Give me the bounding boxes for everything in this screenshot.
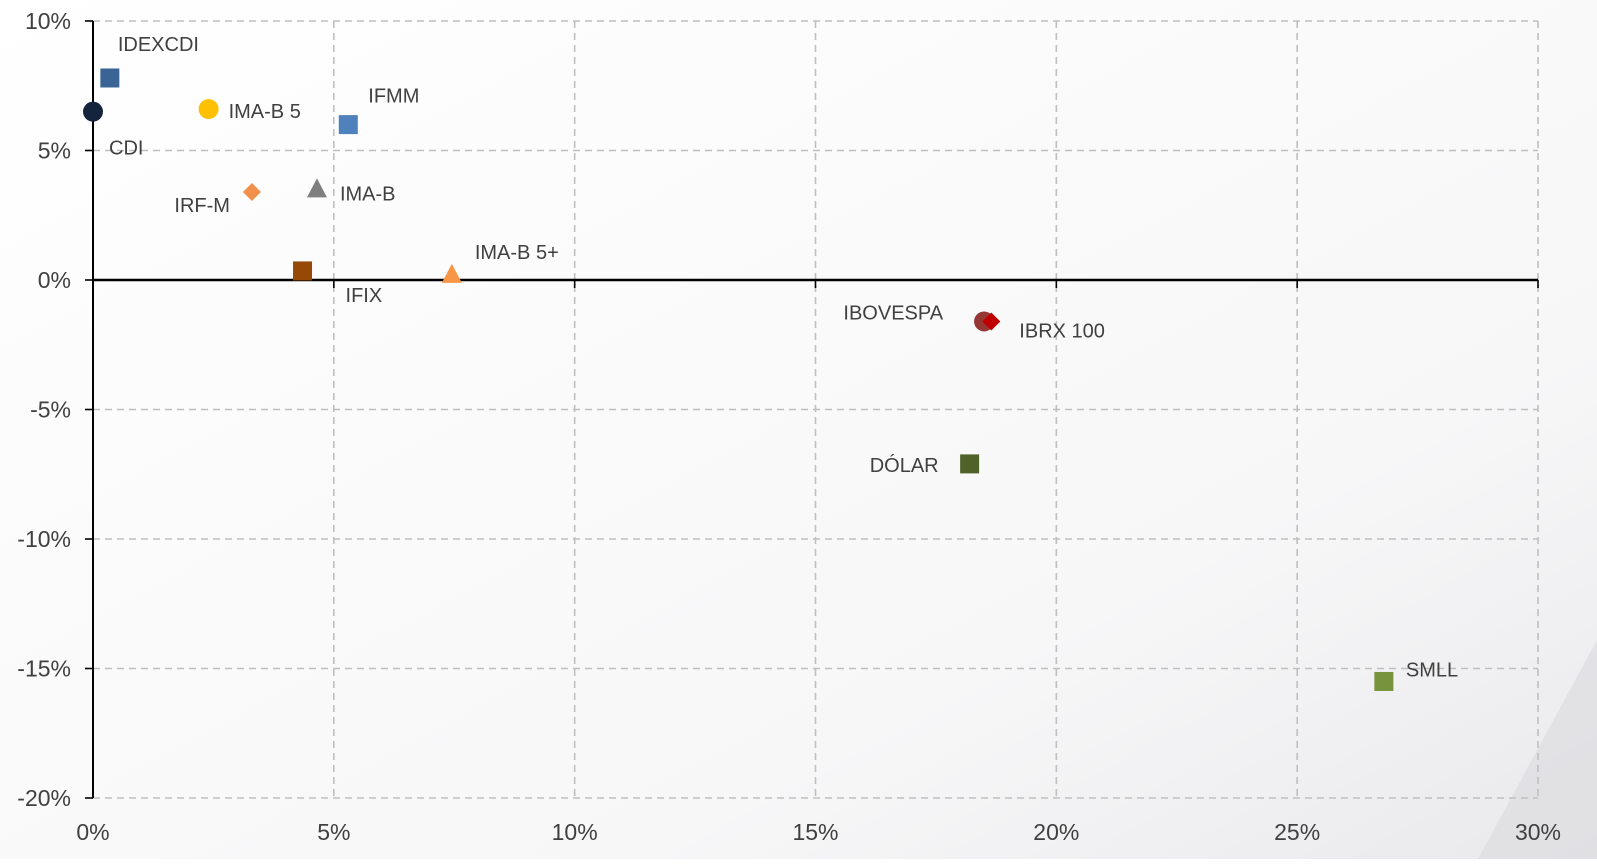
corner-decoration <box>1478 640 1597 859</box>
grid-layer <box>93 20 1539 799</box>
x-tick-label: 25% <box>1274 819 1320 845</box>
tick-label-layer: -20% -15% -10% -5% 0% 5% 10% 0% 5% 10% 15% 20% 25% 30… <box>17 8 1561 845</box>
point-ifix <box>293 261 313 281</box>
y-tick-label: -10% <box>17 526 71 552</box>
point-label: CDI <box>109 138 143 160</box>
x-tick-label: 30% <box>1515 819 1561 845</box>
point-ima-b <box>306 178 327 198</box>
point-irf-m <box>242 182 261 201</box>
x-tick-label: 0% <box>76 819 109 845</box>
point-smll <box>1374 671 1394 691</box>
x-tick-label: 15% <box>792 819 838 845</box>
x-tick-label: 20% <box>1033 819 1079 845</box>
point-label: IBRX 100 <box>1019 320 1105 342</box>
point-cdi <box>83 101 103 122</box>
point-ifmm <box>338 115 358 135</box>
point-label: IBOVESPA <box>843 302 943 324</box>
y-tick-label: -20% <box>17 785 71 811</box>
point-d-lar <box>960 454 980 474</box>
point-label: IMA-B 5+ <box>475 242 559 264</box>
point-ima-b-5 <box>198 99 219 120</box>
axis-layer <box>85 20 1539 799</box>
point-ima-b-5 <box>441 263 462 283</box>
point-label: SMLL <box>1406 659 1458 681</box>
point-layer <box>83 68 1394 691</box>
point-label-layer: IDEXCDI CDI IMA-B 5 IFMM IRF-M IMA-B IFIX IMA-B… <box>109 34 1458 681</box>
y-tick-label: -15% <box>17 656 71 682</box>
point-label: IDEXCDI <box>118 34 199 56</box>
point-label: IFIX <box>346 285 383 307</box>
point-label: IFMM <box>368 86 419 108</box>
x-tick-label: 5% <box>317 819 350 845</box>
point-label: IMA-B 5 <box>229 101 301 123</box>
y-tick-label: 5% <box>38 138 71 164</box>
point-label: DÓLAR <box>870 454 939 477</box>
y-tick-label: -5% <box>30 397 71 423</box>
point-label: IRF-M <box>174 195 230 217</box>
point-label: IMA-B <box>340 183 396 205</box>
point-ibrx-100 <box>982 312 1001 331</box>
point-idexcdi <box>100 68 120 88</box>
y-tick-label: 0% <box>38 267 71 293</box>
y-tick-label: 10% <box>25 8 71 34</box>
x-tick-label: 10% <box>552 819 598 845</box>
